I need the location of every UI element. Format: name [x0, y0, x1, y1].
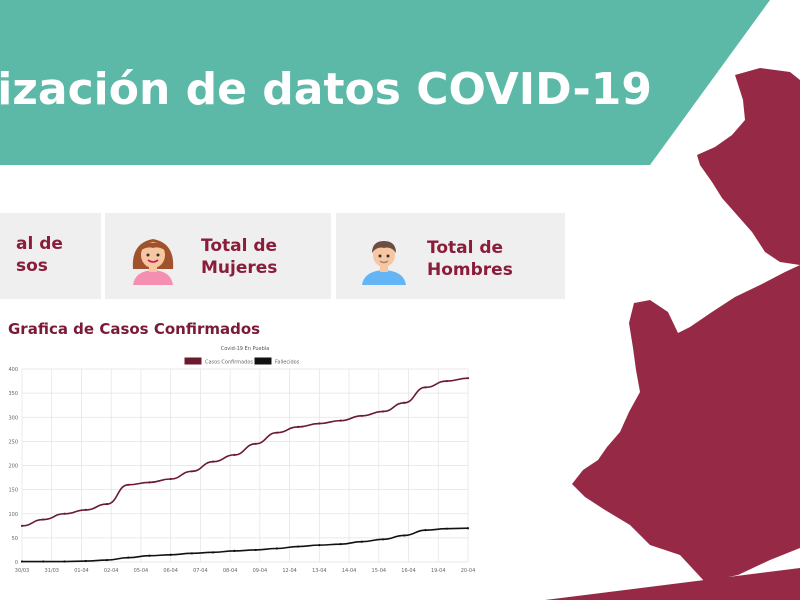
x-tick-label: 08-04 — [223, 568, 238, 574]
data-point-1-3 — [84, 559, 87, 563]
data-point-0-6 — [148, 481, 151, 484]
legend-swatch-1 — [254, 357, 272, 365]
y-tick-label: 250 — [8, 439, 18, 445]
data-point-0-14 — [318, 422, 321, 425]
chart-section-title: Grafica de Casos Confirmados — [8, 320, 261, 338]
banner-title: lización de datos COVID-19 — [0, 64, 652, 115]
corner-stripe — [545, 568, 800, 600]
x-tick-label: 19-04 — [431, 568, 446, 574]
data-point-1-6 — [148, 554, 151, 557]
data-point-1-19 — [424, 529, 427, 532]
x-tick-label: 14-04 — [342, 568, 357, 574]
x-tick-label: 02-04 — [104, 568, 119, 574]
data-point-0-4 — [105, 503, 109, 506]
data-point-0-5 — [127, 483, 130, 486]
data-point-0-13 — [296, 425, 300, 428]
data-point-0-12 — [275, 431, 278, 434]
data-point-0-7 — [169, 477, 172, 481]
data-point-1-16 — [360, 540, 363, 543]
puebla-state-map — [572, 68, 800, 582]
data-point-1-15 — [339, 543, 342, 546]
teal-banner — [0, 0, 770, 165]
x-tick-label: 05-04 — [134, 568, 149, 574]
card-total-hombres[interactable]: Total de Hombres — [336, 213, 565, 299]
data-point-1-13 — [296, 545, 300, 548]
data-point-1-4 — [105, 558, 109, 562]
data-point-1-18 — [403, 534, 406, 537]
legend-swatch-0 — [184, 357, 202, 365]
data-point-1-7 — [169, 553, 172, 556]
data-point-1-17 — [381, 538, 385, 541]
data-point-1-0 — [20, 560, 24, 563]
x-tick-label: 12-04 — [282, 568, 297, 574]
data-point-1-10 — [233, 549, 236, 553]
data-point-1-5 — [127, 556, 130, 559]
x-tick-label: 15-04 — [372, 568, 387, 574]
data-point-1-12 — [275, 547, 278, 550]
woman-avatar-icon — [132, 239, 174, 285]
data-point-0-9 — [212, 460, 215, 463]
data-point-1-8 — [190, 552, 194, 555]
data-point-1-20 — [445, 527, 448, 530]
data-point-1-11 — [254, 548, 257, 552]
card-total-mujeres-label: Total de Mujeres — [201, 236, 278, 278]
data-point-1-2 — [63, 560, 66, 563]
card-total-mujeres[interactable]: Total de Mujeres — [105, 213, 331, 299]
data-point-1-9 — [212, 551, 215, 554]
data-point-0-19 — [424, 386, 427, 389]
x-tick-label: 09-04 — [253, 568, 268, 574]
y-tick-label: 200 — [8, 464, 18, 470]
line-chart: Covid-19 En Puebla Casos Confirmados Falle… — [8, 346, 476, 574]
data-point-0-18 — [403, 401, 406, 404]
data-point-0-21 — [466, 377, 470, 380]
data-point-0-20 — [445, 379, 448, 383]
x-tick-label: 07-04 — [193, 568, 208, 574]
y-tick-label: 400 — [8, 367, 18, 373]
series-line-0 — [21, 377, 469, 527]
card-total-casos-label: al de sos — [16, 234, 63, 276]
data-point-0-0 — [20, 524, 24, 527]
legend-label-1: Fallecidos — [275, 360, 300, 366]
card-total-hombres-label: Total de Hombres — [427, 238, 513, 280]
data-point-1-21 — [466, 527, 470, 530]
data-point-0-8 — [190, 470, 194, 473]
x-tick-label: 01-04 — [74, 568, 89, 574]
data-point-0-10 — [233, 453, 236, 456]
y-tick-label: 150 — [8, 488, 18, 494]
data-point-0-1 — [42, 518, 45, 521]
data-point-0-17 — [381, 410, 385, 413]
x-tick-label: 30/03 — [15, 568, 29, 574]
y-tick-label: 350 — [8, 391, 18, 397]
data-point-0-15 — [339, 419, 342, 422]
y-tick-label: 100 — [8, 512, 18, 518]
data-point-1-14 — [318, 544, 321, 547]
y-tick-label: 50 — [12, 536, 18, 542]
y-tick-label: 300 — [8, 415, 18, 421]
data-point-0-11 — [254, 442, 257, 445]
x-tick-label: 13-04 — [312, 568, 327, 574]
card-total-casos[interactable]: al de sos — [0, 213, 101, 299]
x-tick-label: 16-04 — [401, 568, 416, 574]
data-point-0-3 — [84, 508, 87, 511]
y-tick-label: 0 — [15, 560, 18, 566]
x-tick-label: 31/03 — [45, 568, 59, 574]
x-tick-label: 06-04 — [163, 568, 178, 574]
man-avatar-icon — [362, 241, 406, 285]
series-line-1 — [21, 527, 469, 563]
legend-label-0: Casos Confirmados — [205, 360, 253, 366]
data-point-1-1 — [42, 560, 45, 563]
data-point-0-16 — [360, 414, 363, 417]
data-point-0-2 — [63, 512, 66, 515]
chart-title: Covid-19 En Puebla — [221, 346, 270, 352]
x-tick-label: 20-04 — [461, 568, 476, 574]
